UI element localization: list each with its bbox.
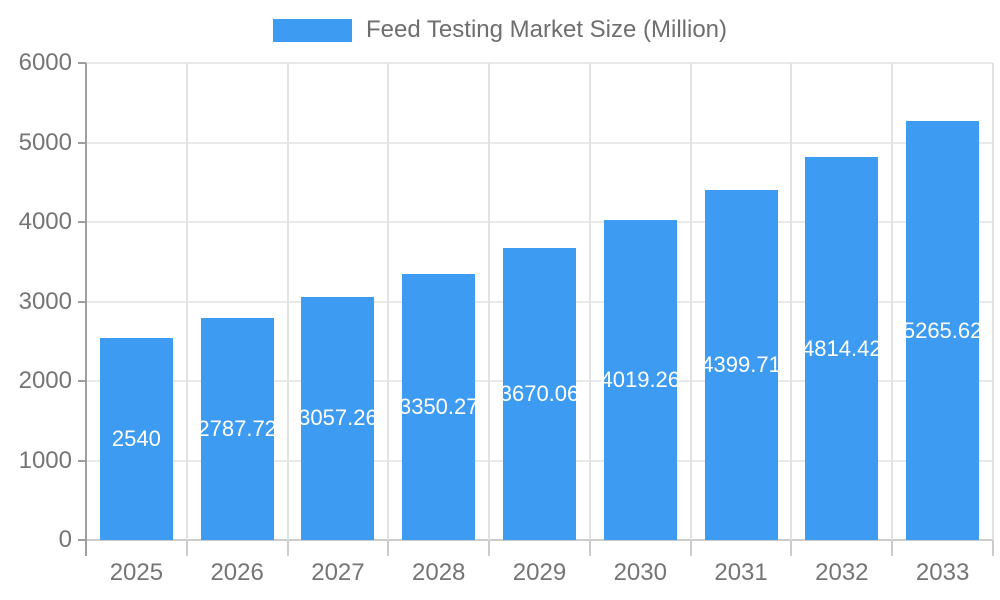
bar[interactable] [503, 248, 576, 540]
x-axis-label: 2027 [311, 559, 365, 586]
x-axis-label: 2026 [210, 559, 264, 586]
x-axis-label: 2031 [714, 559, 768, 586]
gridline-vertical [891, 63, 894, 540]
gridline-vertical [286, 63, 289, 540]
bar[interactable] [906, 121, 980, 540]
gridline-vertical [387, 63, 390, 540]
gridline-vertical [992, 63, 994, 540]
x-axis-label: 2025 [109, 559, 164, 586]
x-axis-tick [891, 540, 894, 556]
bar[interactable] [200, 318, 274, 540]
gridline-horizontal [86, 141, 993, 144]
y-axis-line [85, 63, 87, 556]
legend: Feed Testing Market Size (Million) [0, 13, 1000, 47]
bar[interactable] [99, 338, 173, 540]
x-axis-label: 2030 [613, 559, 667, 586]
bar[interactable] [301, 296, 375, 540]
y-axis-tick [78, 141, 86, 144]
gridline-vertical [689, 63, 692, 540]
y-axis-label: 3000 [18, 287, 72, 315]
y-axis-label: 5000 [18, 128, 72, 156]
bar[interactable] [704, 190, 778, 540]
gridline-horizontal [86, 221, 993, 223]
y-axis-label: 0 [58, 526, 72, 553]
y-axis-label: 1000 [18, 446, 72, 474]
x-axis-label: 2028 [412, 559, 466, 586]
y-axis-tick [78, 459, 86, 462]
y-axis-tick [78, 380, 86, 382]
legend-item[interactable]: Feed Testing Market Size (Million) [272, 16, 728, 44]
y-axis-tick [78, 221, 86, 223]
x-axis-tick [689, 540, 692, 556]
y-axis-tick [78, 539, 86, 541]
bar[interactable] [603, 220, 677, 540]
chart-title: Feed Testing Market Size (Million) [365, 16, 728, 43]
y-axis-label: 2000 [18, 367, 72, 394]
x-axis-label: 2033 [915, 559, 970, 586]
x-axis-label: 2032 [815, 559, 869, 586]
x-axis-label: 2029 [512, 559, 567, 586]
x-axis-tick [185, 540, 188, 556]
legend-swatch-icon [272, 18, 352, 42]
x-axis-tick [588, 540, 591, 556]
bar[interactable] [402, 273, 476, 540]
gridline-horizontal [86, 62, 993, 64]
x-axis-tick [286, 540, 289, 556]
x-axis-tick [790, 540, 793, 556]
gridline-vertical [185, 63, 188, 540]
y-axis-label: 6000 [18, 49, 72, 76]
gridline-vertical [488, 63, 491, 540]
bar[interactable] [805, 157, 879, 540]
x-axis-tick [387, 540, 390, 556]
gridline-vertical [588, 63, 591, 540]
y-axis-tick [78, 62, 86, 64]
x-axis-tick [992, 540, 994, 556]
x-axis-tick [488, 540, 491, 556]
gridline-vertical [790, 63, 793, 540]
y-axis-label: 4000 [18, 208, 72, 235]
y-axis-tick [78, 300, 86, 303]
x-axis-baseline [86, 539, 993, 541]
